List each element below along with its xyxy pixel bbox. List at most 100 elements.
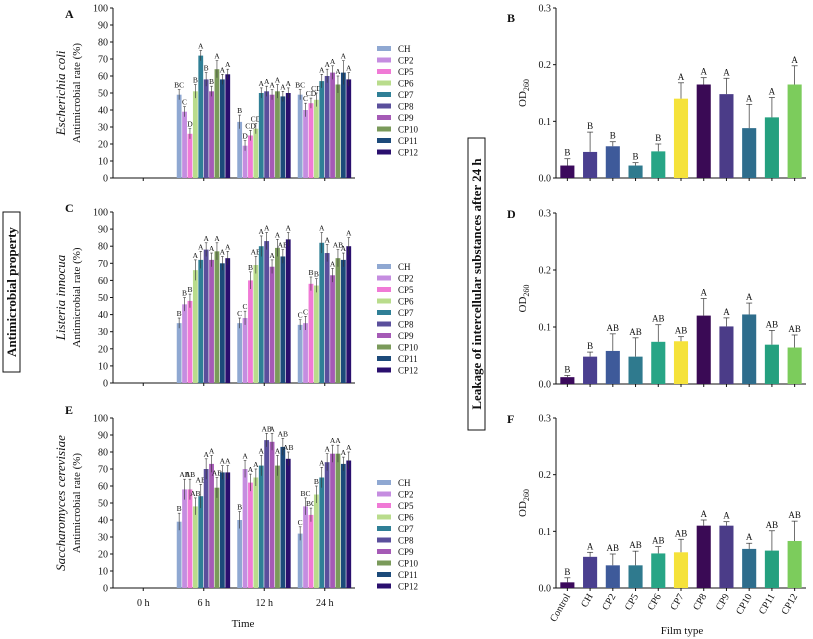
y-axis-title: OD260 <box>517 489 531 517</box>
bar-cp9-12h <box>269 94 275 178</box>
significance-letter: A <box>678 72 685 82</box>
bar-cp9-12h <box>269 266 275 383</box>
significance-letter: A <box>346 229 352 238</box>
significance-letter: A <box>791 55 798 65</box>
significance-letter: AB <box>261 424 271 433</box>
bar-cp7-24h <box>319 81 325 178</box>
significance-letter: C <box>303 94 308 103</box>
y-tick-label: 60 <box>98 276 108 287</box>
legend-swatch-cp11 <box>377 356 391 361</box>
bar-cp7-24h <box>319 242 325 383</box>
y-axis-title: OD260 <box>517 285 531 313</box>
bar-cp10-12h <box>275 247 280 383</box>
bar-cp6-24h <box>313 285 319 383</box>
bar-cp10-24h <box>335 453 341 588</box>
legend-swatch-ch <box>377 264 391 269</box>
bar-cp9-12h <box>269 441 275 588</box>
y-tick-label: 0.3 <box>539 414 552 425</box>
bar-cp6-24h <box>313 494 319 588</box>
y-tick-label: 80 <box>98 38 108 49</box>
significance-letter: A <box>198 242 204 251</box>
significance-letter: B <box>187 285 192 294</box>
significance-letter: B <box>587 341 593 351</box>
significance-letter: AB <box>652 536 665 546</box>
bar-cp6-12h <box>253 265 259 383</box>
legend-label-cp2: CP2 <box>398 490 414 500</box>
legend-swatch-cp2 <box>377 275 391 281</box>
bar-cp9-24h <box>330 453 335 588</box>
y-tick-label: 40 <box>98 310 108 321</box>
panel-label: A <box>65 7 74 21</box>
bar-cp6 <box>651 151 666 178</box>
significance-letter: A <box>220 65 226 74</box>
significance-letter: AB <box>629 540 642 550</box>
x-tick-label: 0 h <box>137 598 150 609</box>
legend-label-cp9: CP9 <box>398 331 414 341</box>
species-title: Listeria innocua <box>53 254 68 341</box>
y-tick-label: 10 <box>98 361 108 372</box>
bar-cp8-6h <box>203 249 209 383</box>
significance-letter: A <box>220 457 226 466</box>
y-tick-label: 0.0 <box>539 174 552 185</box>
chart-panel-C: 0 10 20 30 40 50 60 70 80 90 100 C Antimicrobial rat… <box>53 201 419 390</box>
y-tick-label: 0.2 <box>539 470 552 481</box>
bar-cp6-12h <box>253 477 259 588</box>
significance-letter: C <box>298 311 303 320</box>
significance-letter: CD <box>306 89 317 98</box>
bar-ch-6h <box>176 94 182 178</box>
significance-letter: A <box>286 79 292 88</box>
bar-cp10-12h <box>275 465 280 588</box>
bar-cp9-6h <box>209 91 214 178</box>
y-tick-label: 20 <box>98 344 108 355</box>
bar-cp2-24h <box>303 110 308 178</box>
y-tick-label: 50 <box>98 499 108 510</box>
significance-letter: D <box>187 120 193 129</box>
y-axis-title: Antimicrobial rate (%) <box>71 453 83 554</box>
significance-letter: B <box>193 76 198 85</box>
legend-label-cp6: CP6 <box>398 297 414 307</box>
significance-letter: AB <box>607 543 620 553</box>
legend-swatch-cp7 <box>377 310 391 315</box>
y-tick-label: 60 <box>98 482 108 493</box>
legend-label-cp5: CP5 <box>398 501 414 511</box>
significance-letter: AB <box>629 327 642 337</box>
bar-cp11-12h <box>280 96 286 178</box>
bar-cp5-6h <box>187 489 193 588</box>
bar-ch <box>583 151 598 178</box>
legend-swatch-ch <box>377 46 391 51</box>
bar-cp9-6h <box>209 463 214 588</box>
legend-swatch-cp7 <box>377 92 391 97</box>
bar-cp6-6h <box>192 270 198 383</box>
bar-cp5-6h <box>187 133 193 178</box>
significance-letter: B <box>314 270 319 279</box>
significance-letter: B <box>248 263 253 272</box>
significance-letter: A <box>264 77 270 86</box>
significance-letter: A <box>214 52 220 61</box>
legend-label-cp8: CP8 <box>398 102 414 112</box>
bar-cp11 <box>764 344 779 384</box>
legend-swatch-cp12 <box>377 583 391 589</box>
bar-cp6-6h <box>192 506 198 588</box>
y-tick-label: 30 <box>98 123 108 134</box>
legend-label-cp7: CP7 <box>398 90 414 100</box>
significance-letter: AB <box>212 469 222 478</box>
y-tick-label: 90 <box>98 21 108 32</box>
y-tick-label: 20 <box>98 140 108 151</box>
y-tick-label: 0.1 <box>539 527 552 538</box>
significance-letter: A <box>746 93 753 103</box>
panel-label: E <box>65 403 73 417</box>
significance-letter: AB <box>251 247 261 256</box>
legend-swatch-cp11 <box>377 572 391 577</box>
legend-swatch-cp2 <box>377 491 391 497</box>
significance-letter: AB <box>788 510 801 520</box>
significance-letter: AB <box>278 241 288 250</box>
bar-cp7 <box>673 98 689 178</box>
significance-letter: A <box>319 458 325 467</box>
y-tick-label: 0.3 <box>539 209 552 220</box>
significance-letter: CD <box>245 121 256 130</box>
legend-label-ch: CH <box>398 478 411 488</box>
x-tick-label-cp11: CP11 <box>757 592 777 616</box>
significance-letter: CD <box>311 84 322 93</box>
significance-letter: AB <box>675 326 688 336</box>
significance-letter: AB <box>278 429 288 438</box>
